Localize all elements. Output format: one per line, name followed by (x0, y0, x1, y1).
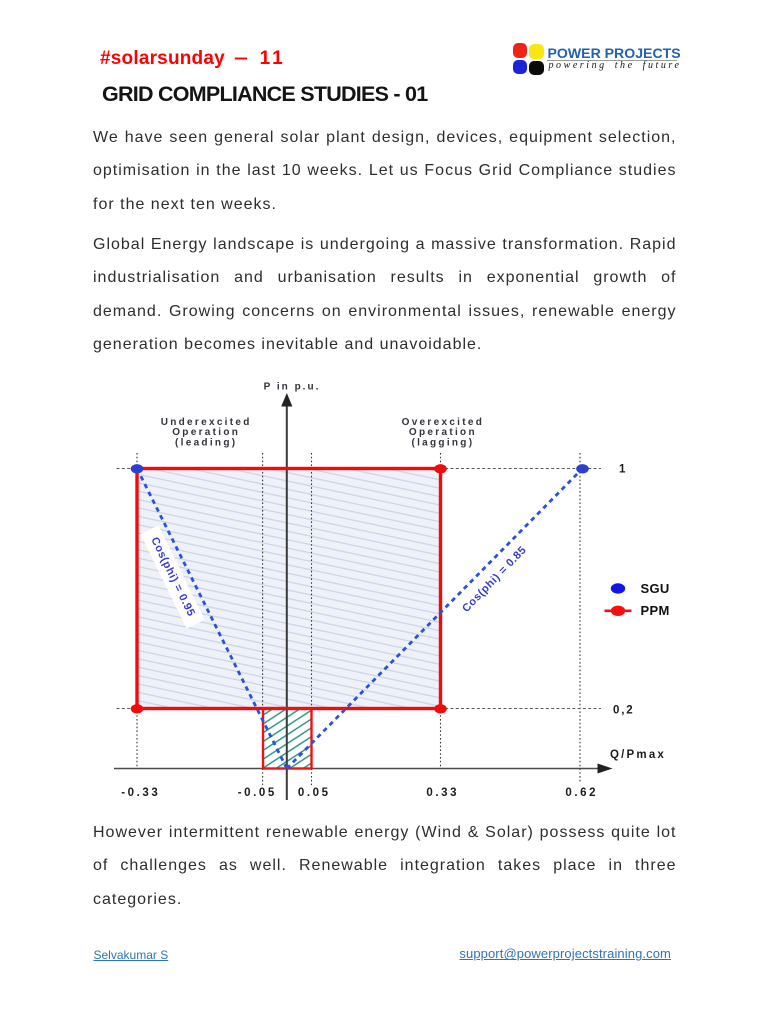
svg-text:-0.05: -0.05 (238, 787, 277, 799)
svg-text:(lagging): (lagging) (411, 438, 474, 449)
svg-text:(leading): (leading) (175, 438, 237, 449)
svg-text:0.05: 0.05 (298, 787, 331, 799)
svg-text:Underexcited: Underexcited (161, 417, 252, 428)
svg-text:Operation: Operation (172, 427, 240, 438)
svg-text:P in p.u.: P in p.u. (264, 382, 321, 393)
svg-text:Overexcited: Overexcited (402, 417, 485, 428)
svg-text:Operation: Operation (409, 427, 477, 438)
svg-text:0.33: 0.33 (426, 787, 459, 799)
svg-text:Q/Pmax: Q/Pmax (610, 749, 666, 761)
svg-text:1: 1 (619, 464, 627, 476)
svg-text:SGU: SGU (641, 581, 670, 596)
svg-text:0,2: 0,2 (613, 705, 634, 717)
svg-text:0.62: 0.62 (565, 787, 598, 799)
svg-text:Cos(phi) = 0.85: Cos(phi) = 0.85 (460, 544, 529, 615)
svg-text:-0.33: -0.33 (121, 787, 160, 799)
svg-text:PPM: PPM (641, 603, 670, 618)
